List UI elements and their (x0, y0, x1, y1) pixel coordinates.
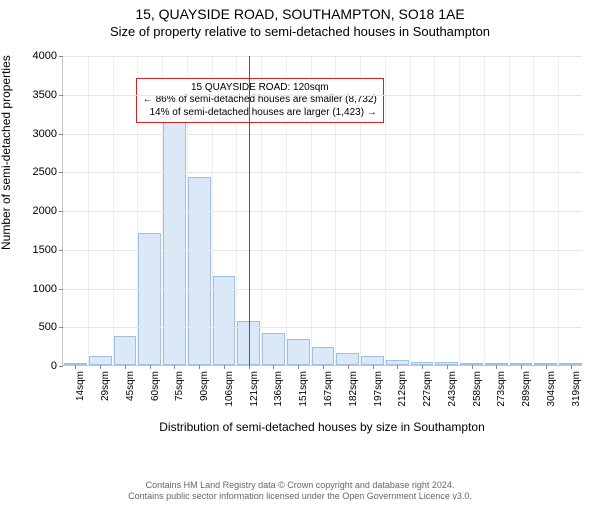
gridline-h (63, 172, 582, 173)
xtick-label: 106sqm (224, 371, 235, 407)
xtick-label: 75sqm (174, 371, 185, 401)
xtick-label: 258sqm (472, 371, 483, 407)
xtick-mark (224, 365, 225, 369)
annotation-line-1: 15 QUAYSIDE ROAD: 120sqm (143, 82, 377, 95)
gridline-h (63, 56, 582, 57)
ytick-label: 500 (39, 321, 57, 333)
xtick-mark (447, 365, 448, 369)
histogram-bar (188, 177, 211, 365)
footer-line-2: Contains public sector information licen… (0, 491, 600, 502)
ytick-label: 3500 (33, 89, 57, 101)
xtick-label: 243sqm (447, 371, 458, 407)
ytick-mark (59, 134, 63, 135)
histogram-bar (262, 333, 285, 365)
histogram-bar (114, 336, 137, 365)
ytick-label: 1500 (33, 244, 57, 256)
gridline-h (63, 95, 582, 96)
xtick-label: 212sqm (397, 371, 408, 407)
ytick-label: 1000 (33, 283, 57, 295)
gridline-h (63, 289, 582, 290)
xtick-mark (199, 365, 200, 369)
histogram-bar (163, 122, 186, 365)
annotation-line-2: ← 86% of semi-detached houses are smalle… (143, 94, 377, 107)
ytick-mark (59, 327, 63, 328)
ytick-label: 4000 (33, 50, 57, 62)
xtick-label: 289sqm (521, 371, 532, 407)
xtick-label: 14sqm (75, 371, 86, 401)
gridline-h (63, 327, 582, 328)
footer-attribution: Contains HM Land Registry data © Crown c… (0, 480, 600, 503)
ytick-mark (59, 95, 63, 96)
page-subtitle: Size of property relative to semi-detach… (0, 24, 600, 39)
xtick-label: 45sqm (125, 371, 136, 401)
histogram-bar (138, 233, 161, 365)
xtick-label: 197sqm (373, 371, 384, 407)
xtick-mark (323, 365, 324, 369)
annotation-line-3: 14% of semi-detached houses are larger (… (143, 107, 377, 120)
ytick-mark (59, 366, 63, 367)
chart-container: Number of semi-detached properties 15 QU… (0, 50, 600, 450)
xtick-mark (125, 365, 126, 369)
xtick-mark (521, 365, 522, 369)
ytick-mark (59, 211, 63, 212)
histogram-bar (312, 347, 335, 365)
xtick-mark (571, 365, 572, 369)
histogram-bar (287, 339, 310, 365)
x-axis-label: Distribution of semi-detached houses by … (62, 420, 582, 434)
footer-line-1: Contains HM Land Registry data © Crown c… (0, 480, 600, 491)
gridline-h (63, 134, 582, 135)
xtick-label: 227sqm (422, 371, 433, 407)
reference-line (249, 56, 250, 365)
ytick-label: 2000 (33, 205, 57, 217)
page-title: 15, QUAYSIDE ROAD, SOUTHAMPTON, SO18 1AE (0, 6, 600, 22)
xtick-label: 29sqm (100, 371, 111, 401)
xtick-label: 60sqm (150, 371, 161, 401)
xtick-label: 151sqm (298, 371, 309, 407)
xtick-mark (150, 365, 151, 369)
ytick-mark (59, 250, 63, 251)
histogram-bar (89, 356, 112, 365)
xtick-mark (348, 365, 349, 369)
xtick-label: 136sqm (273, 371, 284, 407)
ytick-label: 0 (51, 360, 57, 372)
xtick-mark (397, 365, 398, 369)
annotation-box: 15 QUAYSIDE ROAD: 120sqm ← 86% of semi-d… (136, 78, 384, 124)
xtick-mark (249, 365, 250, 369)
ytick-mark (59, 172, 63, 173)
ytick-label: 2500 (33, 166, 57, 178)
gridline-h (63, 250, 582, 251)
ytick-label: 3000 (33, 128, 57, 140)
xtick-label: 182sqm (348, 371, 359, 407)
xtick-mark (496, 365, 497, 369)
xtick-mark (422, 365, 423, 369)
xtick-mark (75, 365, 76, 369)
xtick-mark (298, 365, 299, 369)
xtick-mark (174, 365, 175, 369)
xtick-mark (546, 365, 547, 369)
xtick-mark (273, 365, 274, 369)
xtick-label: 167sqm (323, 371, 334, 407)
histogram-bar (336, 353, 359, 365)
gridline-h (63, 211, 582, 212)
xtick-mark (472, 365, 473, 369)
xtick-mark (100, 365, 101, 369)
histogram-bar (361, 356, 384, 365)
plot-area: 15 QUAYSIDE ROAD: 120sqm ← 86% of semi-d… (62, 56, 582, 366)
ytick-mark (59, 289, 63, 290)
y-axis-label: Number of semi-detached properties (0, 55, 13, 250)
xtick-label: 90sqm (199, 371, 210, 401)
xtick-mark (373, 365, 374, 369)
xtick-label: 121sqm (249, 371, 260, 407)
ytick-mark (59, 56, 63, 57)
xtick-label: 273sqm (496, 371, 507, 407)
xtick-label: 319sqm (571, 371, 582, 407)
xtick-label: 304sqm (546, 371, 557, 407)
